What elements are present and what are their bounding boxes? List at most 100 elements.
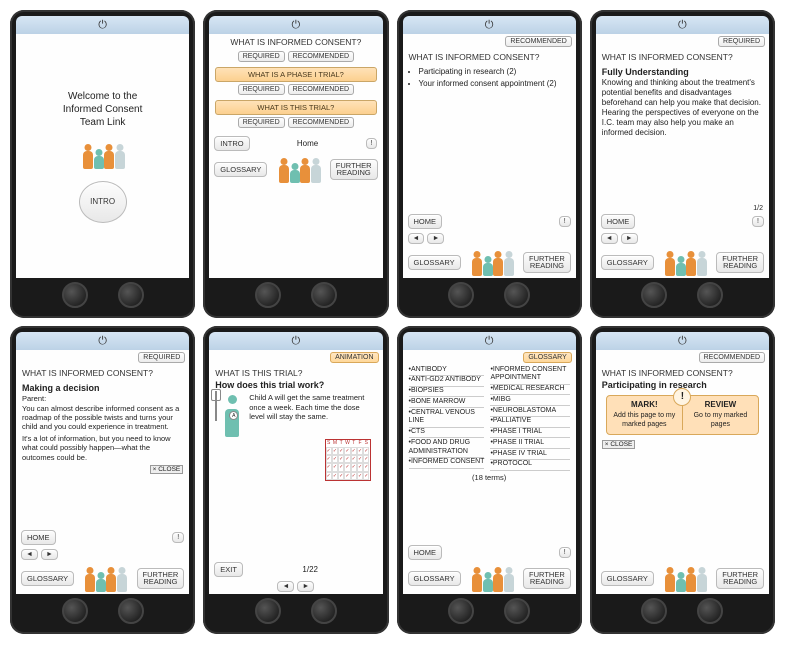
further-reading-button[interactable]: FURTHERREADING bbox=[523, 252, 571, 273]
glossary-term[interactable]: •PROTOCOL bbox=[490, 460, 569, 471]
topic-trial[interactable]: WHAT IS THIS TRIAL? bbox=[215, 100, 376, 115]
status-bar: ⏻ bbox=[209, 332, 382, 350]
glossary-term[interactable]: •PHASE IV TRIAL bbox=[490, 449, 569, 460]
list-item[interactable]: Your informed consent appointment (2) bbox=[419, 79, 570, 89]
glossary-term[interactable]: •MIBG bbox=[490, 395, 569, 406]
topic-list: Participating in research (2) Your infor… bbox=[409, 67, 570, 89]
calendar-icon: SMTWTFS ✓✓✓✓✓✓✓✓✓✓✓✓✓✓✓✓✓✓✓✓✓✓✓✓✓✓✓✓ bbox=[325, 439, 371, 481]
page-indicator: 1/22 bbox=[302, 565, 318, 574]
hw-button-left[interactable] bbox=[62, 598, 88, 624]
tag-required: REQUIRED bbox=[718, 36, 765, 47]
glossary-button[interactable]: GLOSSARY bbox=[21, 571, 74, 586]
hw-button-right[interactable] bbox=[118, 598, 144, 624]
glossary-term[interactable]: •CTS bbox=[409, 428, 485, 439]
glossary-columns: •ANTIBODY•ANTI-GD2 ANTIBODY•BIOPSIES•BON… bbox=[409, 365, 570, 471]
glossary-term[interactable]: •NEUROBLASTOMA bbox=[490, 406, 569, 417]
close-button[interactable]: × CLOSE bbox=[602, 440, 636, 449]
tag-required[interactable]: REQUIRED bbox=[238, 117, 285, 128]
phone-topics: ⏻ WHAT IS INFORMED CONSENT? REQUIRED REC… bbox=[203, 10, 388, 318]
hw-button-left[interactable] bbox=[641, 598, 667, 624]
hw-button-right[interactable] bbox=[311, 282, 337, 308]
role-label: Parent: bbox=[22, 394, 183, 403]
hw-button-right[interactable] bbox=[697, 598, 723, 624]
further-reading-button[interactable]: FURTHERREADING bbox=[137, 568, 185, 589]
exit-button[interactable]: EXIT bbox=[214, 562, 243, 577]
mark-button[interactable]: MARK! Add this page to my marked pages bbox=[611, 400, 678, 430]
section-title: WHAT IS INFORMED CONSENT? bbox=[209, 34, 382, 49]
further-reading-button[interactable]: FURTHERREADING bbox=[330, 159, 378, 180]
alert-button[interactable]: ! bbox=[172, 532, 184, 543]
family-icon bbox=[470, 248, 514, 276]
glossary-term[interactable]: •CENTRAL VENOUS LINE bbox=[409, 408, 485, 428]
hw-button-left[interactable] bbox=[62, 282, 88, 308]
glossary-term[interactable]: •PALLIATIVE bbox=[490, 417, 569, 428]
home-button[interactable]: HOME bbox=[408, 545, 443, 560]
close-button[interactable]: × CLOSE bbox=[150, 465, 184, 474]
alert-button[interactable]: ! bbox=[559, 547, 571, 558]
power-icon: ⏻ bbox=[98, 335, 107, 348]
home-button[interactable]: HOME bbox=[408, 214, 443, 229]
glossary-button[interactable]: GLOSSARY bbox=[408, 571, 461, 586]
further-reading-button[interactable]: FURTHERREADING bbox=[716, 568, 764, 589]
further-reading-button[interactable]: FURTHERREADING bbox=[523, 568, 571, 589]
glossary-term[interactable]: •ANTIBODY bbox=[409, 365, 485, 376]
further-reading-button[interactable]: FURTHERREADING bbox=[716, 252, 764, 273]
hw-button-left[interactable] bbox=[255, 598, 281, 624]
glossary-term[interactable]: •BIOPSIES bbox=[409, 387, 485, 398]
home-button[interactable]: HOME bbox=[601, 214, 636, 229]
tag-animation: ANIMATION bbox=[330, 352, 378, 363]
hw-button-left[interactable] bbox=[641, 282, 667, 308]
list-item[interactable]: Participating in research (2) bbox=[419, 67, 570, 77]
family-icon bbox=[663, 564, 707, 592]
glossary-button[interactable]: GLOSSARY bbox=[408, 255, 461, 270]
glossary-button[interactable]: GLOSSARY bbox=[214, 162, 267, 177]
glossary-term[interactable]: •BONE MARROW bbox=[409, 397, 485, 408]
prev-button[interactable]: ◄ bbox=[408, 233, 425, 244]
alert-button[interactable]: ! bbox=[366, 138, 378, 149]
section-title: WHAT IS INFORMED CONSENT? bbox=[596, 365, 769, 380]
hw-button-right[interactable] bbox=[311, 598, 337, 624]
tag-recommended[interactable]: RECOMMENDED bbox=[288, 51, 354, 62]
topic-phase[interactable]: WHAT IS A PHASE I TRIAL? bbox=[215, 67, 376, 82]
next-button[interactable]: ► bbox=[427, 233, 444, 244]
home-button[interactable]: HOME bbox=[21, 530, 56, 545]
next-button[interactable]: ► bbox=[297, 581, 314, 592]
power-icon: ⏻ bbox=[678, 19, 687, 32]
glossary-term[interactable]: •ANTI-GD2 ANTIBODY bbox=[409, 376, 485, 387]
hw-button-left[interactable] bbox=[255, 282, 281, 308]
glossary-button[interactable]: GLOSSARY bbox=[601, 571, 654, 586]
phone-glossary: ⏻ GLOSSARY •ANTIBODY•ANTI-GD2 ANTIBODY•B… bbox=[397, 326, 582, 634]
hw-button-right[interactable] bbox=[118, 282, 144, 308]
glossary-term[interactable]: •FOOD AND DRUG ADMINISTRATION bbox=[409, 438, 485, 458]
alert-button[interactable]: ! bbox=[752, 216, 764, 227]
prev-button[interactable]: ◄ bbox=[601, 233, 618, 244]
next-button[interactable]: ► bbox=[41, 549, 58, 560]
hw-button-left[interactable] bbox=[448, 282, 474, 308]
hw-button-left[interactable] bbox=[448, 598, 474, 624]
glossary-button[interactable]: GLOSSARY bbox=[601, 255, 654, 270]
tag-required[interactable]: REQUIRED bbox=[238, 84, 285, 95]
prev-button[interactable]: ◄ bbox=[21, 549, 38, 560]
glossary-term[interactable]: •INFORMED CONSENT APPOINTMENT bbox=[490, 365, 569, 385]
phone-recommended-list: ⏻ RECOMMENDED WHAT IS INFORMED CONSENT? … bbox=[397, 10, 582, 318]
glossary-term[interactable]: •MEDICAL RESEARCH bbox=[490, 385, 569, 396]
glossary-term[interactable]: •PHASE I TRIAL bbox=[490, 428, 569, 439]
alert-button[interactable]: ! bbox=[559, 216, 571, 227]
tag-recommended[interactable]: RECOMMENDED bbox=[288, 84, 354, 95]
prev-button[interactable]: ◄ bbox=[277, 581, 294, 592]
tag-recommended[interactable]: RECOMMENDED bbox=[288, 117, 354, 128]
family-icon bbox=[83, 564, 127, 592]
glossary-term[interactable]: •PHASE II TRIAL bbox=[490, 438, 569, 449]
next-button[interactable]: ► bbox=[621, 233, 638, 244]
phone-making-decision: ⏻ REQUIRED WHAT IS INFORMED CONSENT? Mak… bbox=[10, 326, 195, 634]
tag-required[interactable]: REQUIRED bbox=[238, 51, 285, 62]
power-icon: ⏻ bbox=[678, 335, 687, 348]
hw-button-right[interactable] bbox=[697, 282, 723, 308]
status-bar: ⏻ bbox=[596, 16, 769, 34]
intro-button[interactable]: INTRO bbox=[79, 181, 127, 223]
review-button[interactable]: REVIEW Go to my marked pages bbox=[687, 400, 754, 430]
hw-button-right[interactable] bbox=[504, 282, 530, 308]
intro-button[interactable]: INTRO bbox=[214, 136, 249, 151]
glossary-term[interactable]: •INFORMED CONSENT bbox=[409, 458, 485, 469]
hw-button-right[interactable] bbox=[504, 598, 530, 624]
